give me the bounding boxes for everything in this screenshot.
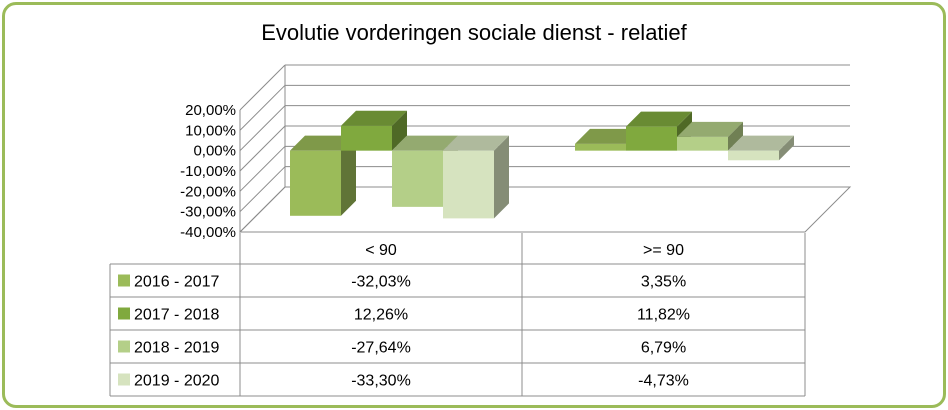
bar-top — [392, 135, 458, 151]
category-label: < 90 — [365, 242, 397, 259]
legend-swatch — [118, 307, 130, 320]
gridline-side — [239, 166, 286, 213]
bar-top — [443, 135, 509, 151]
bar-side — [779, 135, 794, 161]
legend-label: 2018 - 2019 — [134, 340, 220, 357]
y-tick-label: 10,00% — [185, 122, 236, 139]
y-tick-label: -10,00% — [180, 163, 236, 180]
bar-top — [728, 135, 794, 151]
bar-side — [728, 121, 743, 151]
category-label: >= 90 — [643, 242, 684, 259]
gridline-side — [239, 105, 286, 152]
bar-front — [341, 125, 392, 151]
y-tick-label: -40,00% — [180, 224, 236, 241]
gridline-side — [239, 125, 286, 172]
bar-front — [728, 150, 779, 161]
y-tick-label: -20,00% — [180, 183, 236, 200]
legend-label: 2019 - 2020 — [134, 373, 220, 390]
data-label: 3,35% — [641, 274, 686, 291]
y-tick-label: 0,00% — [193, 143, 236, 160]
legend-swatch — [118, 274, 130, 287]
bar-front — [392, 150, 443, 207]
legend-swatch — [118, 373, 130, 386]
bar-front — [443, 150, 494, 219]
data-label: 11,82% — [637, 307, 690, 324]
data-label: -27,64% — [351, 340, 411, 357]
gridline-side — [239, 84, 286, 131]
gridline-side — [239, 145, 286, 192]
legend-label: 2016 - 2017 — [134, 274, 220, 291]
bar-side — [494, 135, 509, 219]
gridline-side — [239, 64, 286, 111]
bar-top — [677, 121, 743, 137]
data-label: 12,26% — [354, 307, 408, 324]
bar-top — [341, 110, 407, 126]
data-label: -33,30% — [351, 373, 411, 390]
bar-front — [575, 143, 626, 151]
y-tick-label: -30,00% — [180, 204, 236, 221]
data-label: -32,03% — [351, 274, 411, 291]
legend-swatch — [118, 340, 130, 353]
chart-title: Evolutie vorderingen sociale dienst - re… — [261, 20, 687, 45]
bar-front — [290, 150, 341, 216]
chart-floor — [238, 186, 852, 233]
data-label: 6,79% — [641, 340, 686, 357]
bar-top — [290, 135, 356, 151]
bar-front — [626, 126, 677, 151]
bar-side — [392, 110, 407, 151]
bar-side — [341, 135, 356, 216]
bar-front — [677, 136, 728, 151]
bar-top — [626, 111, 692, 127]
bar-top — [575, 128, 641, 144]
data-label: -4,73% — [638, 373, 689, 390]
legend-label: 2017 - 2018 — [134, 307, 220, 324]
y-tick-label: 20,00% — [185, 102, 236, 119]
